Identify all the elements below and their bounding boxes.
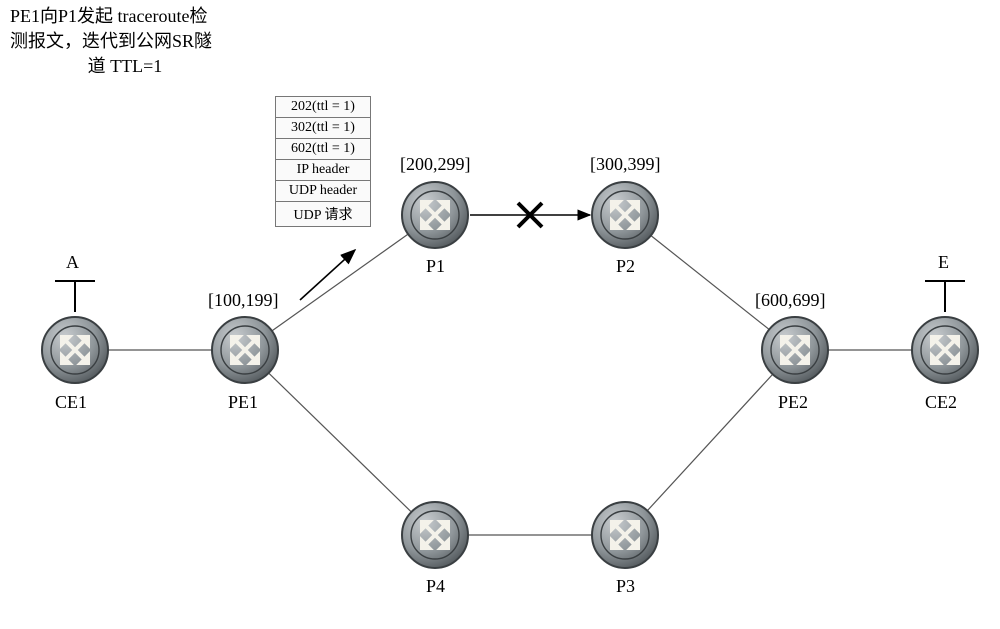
node-label-p2: P2 [616,256,635,277]
packet-row: 302(ttl = 1) [276,118,371,139]
packet-row: IP header [276,160,371,181]
node-range-pe2: [600,699] [755,290,826,311]
node-label-ce2: CE2 [925,392,957,413]
packet-stack: 202(ttl = 1) 302(ttl = 1) 602(ttl = 1) I… [275,96,371,227]
node-label-p3: P3 [616,576,635,597]
cross-icon [518,203,542,227]
node-p2 [590,180,660,250]
node-p4 [400,500,470,570]
node-pe1 [210,315,280,385]
node-range-pe1: [100,199] [208,290,279,311]
packet-row: 602(ttl = 1) [276,139,371,160]
node-label-pe2: PE2 [778,392,808,413]
title-line-2: 测报文，迭代到公网SR隧 [10,31,212,51]
node-label-pe1: PE1 [228,392,258,413]
node-label-ce1: CE1 [55,392,87,413]
title-line-1: PE1向P1发起 traceroute检 [10,6,207,26]
node-label-p1: P1 [426,256,445,277]
node-range-p1: [200,299] [400,154,471,175]
host-letter-a: A [66,252,79,273]
title-line-3: 道 TTL=1 [10,54,240,79]
node-p3 [590,500,660,570]
direction-arrow-icon [300,250,355,300]
packet-row: 202(ttl = 1) [276,97,371,118]
node-pe2 [760,315,830,385]
packet-row: UDP 请求 [276,202,371,227]
host-letter-e: E [938,252,949,273]
node-ce2 [910,315,980,385]
node-ce1 [40,315,110,385]
network-links [0,0,1000,629]
node-label-p4: P4 [426,576,445,597]
diagram-title: PE1向P1发起 traceroute检 测报文，迭代到公网SR隧 道 TTL=… [10,4,240,80]
node-range-p2: [300,399] [590,154,661,175]
node-p1 [400,180,470,250]
packet-row: UDP header [276,181,371,202]
